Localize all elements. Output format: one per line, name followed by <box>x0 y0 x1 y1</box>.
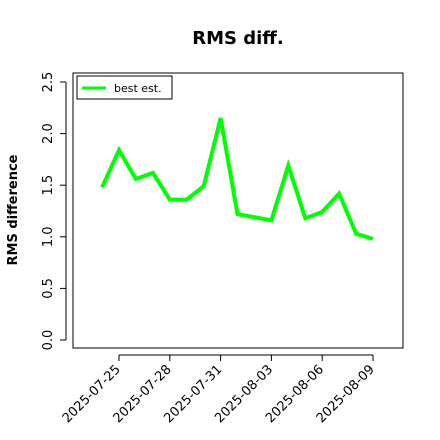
y-tick-label: 1.5 <box>41 175 56 196</box>
y-tick-label: 0.5 <box>41 278 56 299</box>
y-tick-label: 2.5 <box>41 72 56 93</box>
legend-box <box>76 75 173 100</box>
legend-entry-best-est: best est. <box>114 82 162 95</box>
y-tick-label: 1.0 <box>41 226 56 247</box>
y-axis-label: RMS difference <box>6 154 21 265</box>
y-axis: 0.0 0.5 1.0 1.5 2.0 2.5 <box>41 72 67 351</box>
legend: best est. <box>76 75 173 100</box>
series-line-best-est <box>100 117 374 241</box>
plot-frame <box>72 72 404 349</box>
y-tick-label: 0.0 <box>41 330 56 351</box>
chart-title: RMS diff. <box>192 28 283 49</box>
series-layer <box>100 117 374 241</box>
y-tick-label: 2.0 <box>41 123 56 144</box>
x-axis: 2025-07-252025-07-282025-07-312025-08-03… <box>60 354 378 426</box>
